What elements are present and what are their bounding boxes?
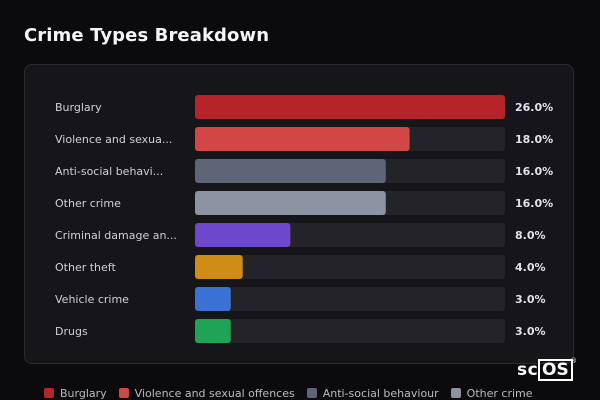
bar[interactable]: [195, 287, 231, 311]
legend-item[interactable]: Other crime: [450, 386, 533, 400]
value-label: 8.0%: [515, 229, 546, 242]
bar[interactable]: [195, 191, 386, 215]
bar[interactable]: [195, 255, 243, 279]
value-label: 4.0%: [515, 261, 546, 274]
logo-registered-mark: ®: [570, 357, 577, 365]
legend-swatch: [306, 388, 317, 398]
legend-item[interactable]: Burglary: [44, 386, 107, 400]
legend-item[interactable]: Violence and sexual offences: [118, 386, 295, 400]
legend-swatch: [44, 388, 54, 398]
legend-label: Anti-social behaviour: [322, 386, 439, 400]
category-label: Violence and sexua...: [55, 133, 172, 146]
logo-sc-text: sc: [517, 360, 539, 380]
bar[interactable]: [195, 159, 386, 183]
bar[interactable]: [195, 127, 410, 151]
value-label: 18.0%: [515, 133, 553, 146]
brand-logo: sc OS ®: [516, 357, 577, 381]
bar[interactable]: [195, 223, 291, 247]
value-label: 16.0%: [515, 165, 553, 178]
bar-track: [195, 319, 505, 343]
value-label: 3.0%: [515, 293, 546, 306]
legend-item[interactable]: Anti-social behaviour: [306, 386, 439, 400]
category-label: Other theft: [55, 261, 116, 274]
bar-track: [195, 255, 505, 279]
category-label: Burglary: [55, 101, 102, 114]
category-label: Drugs: [55, 325, 88, 338]
legend-label: Violence and sexual offences: [134, 386, 295, 400]
legend-label: Burglary: [60, 386, 107, 400]
value-label: 26.0%: [515, 101, 553, 114]
bar-track: [195, 287, 505, 311]
value-label: 3.0%: [515, 325, 546, 338]
bar[interactable]: [195, 95, 505, 119]
value-label: 16.0%: [515, 197, 553, 210]
category-label: Anti-social behavi...: [55, 165, 163, 178]
category-label: Other crime: [55, 197, 121, 210]
category-label: Vehicle crime: [55, 293, 129, 306]
chart-title: Crime Types Breakdown: [24, 25, 270, 46]
legend-swatch: [450, 388, 461, 398]
logo-os-text: OS: [538, 359, 573, 381]
bar[interactable]: [195, 319, 231, 343]
category-label: Criminal damage an...: [55, 229, 177, 242]
legend-label: Other crime: [466, 386, 533, 400]
legend-swatch: [118, 388, 129, 398]
chart-legend: Burglary Violence and sexual offences Anti…: [44, 386, 564, 400]
